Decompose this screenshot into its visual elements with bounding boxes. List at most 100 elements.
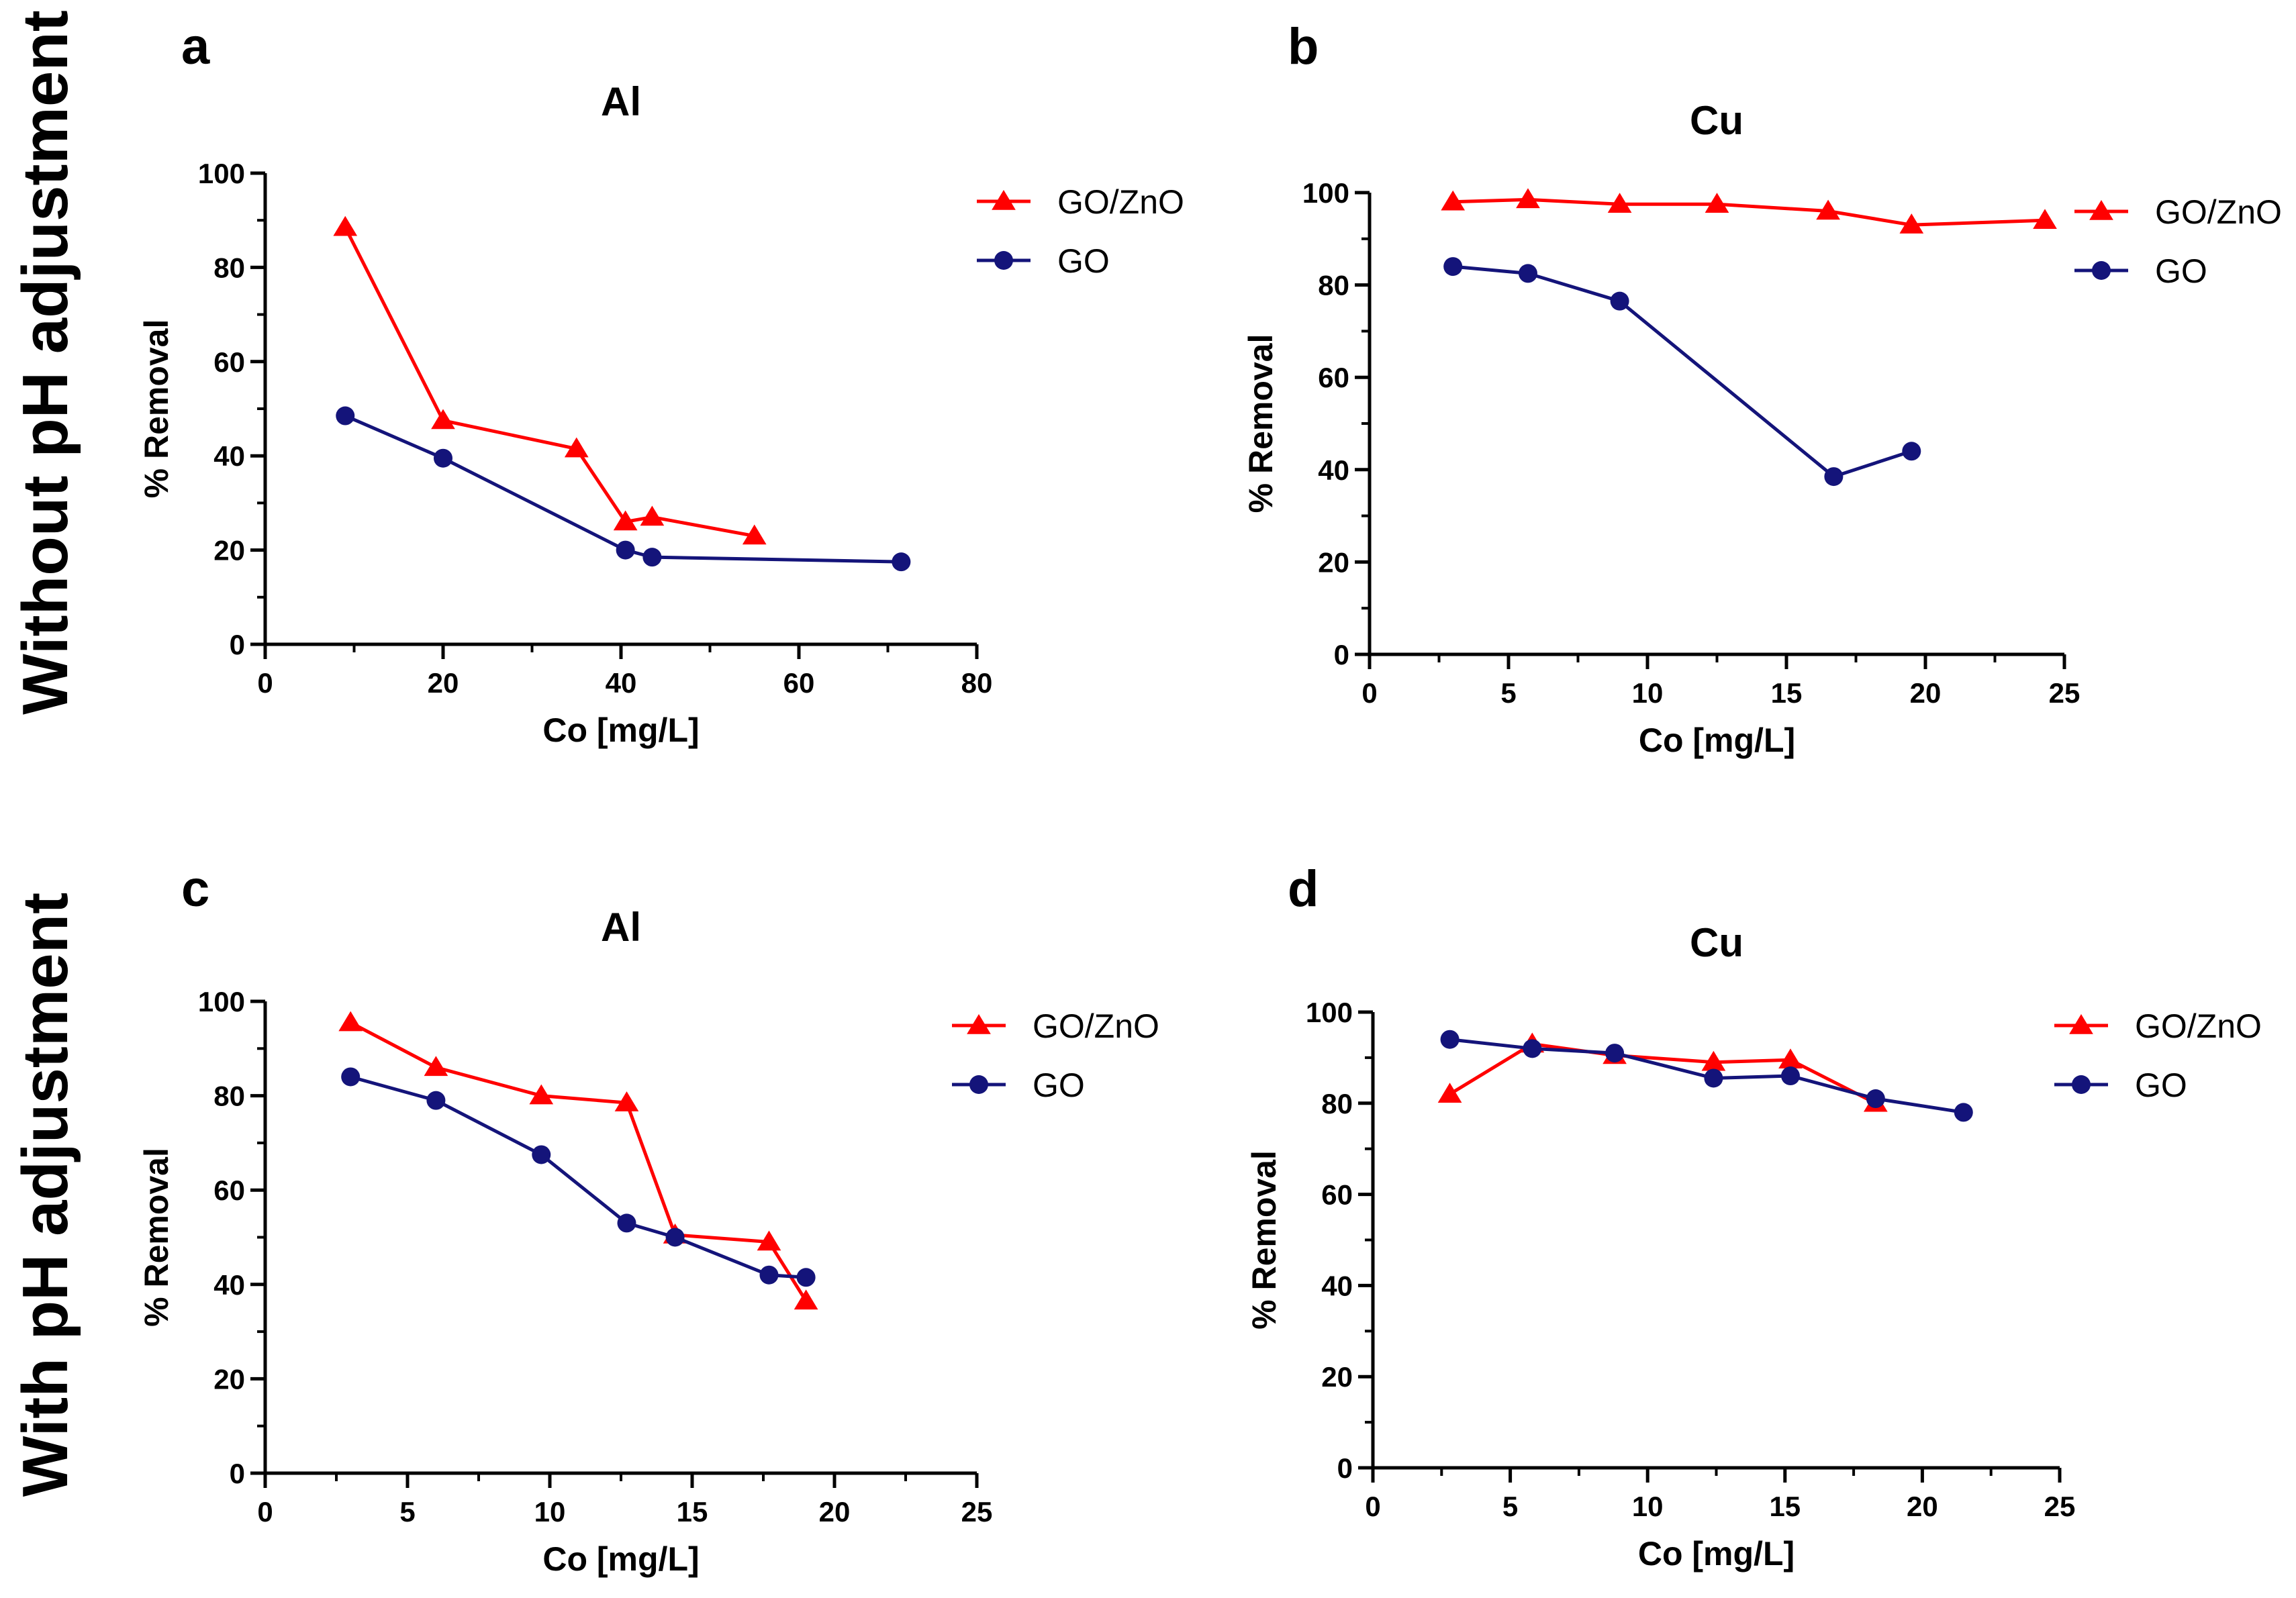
data-point bbox=[1778, 1048, 1803, 1069]
chart-title: Cu bbox=[1690, 920, 1743, 965]
data-point bbox=[640, 505, 665, 526]
legend-marker bbox=[2069, 1014, 2093, 1034]
y-tick-label: 40 bbox=[213, 440, 245, 472]
data-point bbox=[1899, 213, 1924, 234]
legend-marker bbox=[2089, 200, 2113, 220]
y-tick-label: 100 bbox=[1302, 177, 1349, 209]
data-point bbox=[665, 1228, 685, 1247]
x-tick-label: 20 bbox=[428, 667, 459, 699]
series-line bbox=[1453, 197, 2046, 227]
x-tick-label: 25 bbox=[2044, 1491, 2076, 1522]
legend: GO/ZnO GO bbox=[952, 1007, 1159, 1104]
series-go bbox=[336, 406, 911, 572]
x-tick-label: 0 bbox=[1361, 677, 1377, 709]
y-tick-label: 60 bbox=[1318, 362, 1349, 393]
legend-marker bbox=[967, 1014, 991, 1034]
y-tick-label: 80 bbox=[213, 252, 245, 283]
x-axis-label: Co [mg/L] bbox=[1639, 721, 1795, 759]
chart-title: Al bbox=[601, 79, 641, 124]
data-point bbox=[1437, 1083, 1462, 1103]
data-point bbox=[1610, 291, 1629, 311]
x-tick-label: 5 bbox=[399, 1496, 415, 1528]
y-tick-label: 20 bbox=[1321, 1361, 1353, 1393]
x-axis-label: Co [mg/L] bbox=[1638, 1535, 1795, 1572]
x-tick-label: 0 bbox=[1365, 1491, 1380, 1522]
data-point bbox=[1705, 193, 1729, 213]
y-tick-label: 80 bbox=[1321, 1088, 1353, 1119]
y-tick-label: 20 bbox=[1318, 546, 1349, 578]
x-tick-label: 10 bbox=[1632, 1491, 1664, 1522]
x-tick-label: 40 bbox=[606, 667, 637, 699]
chart-title: Al bbox=[601, 905, 641, 950]
y-tick-label: 80 bbox=[213, 1081, 245, 1112]
data-point bbox=[426, 1091, 446, 1110]
data-point bbox=[1605, 1044, 1625, 1063]
data-point bbox=[757, 1230, 781, 1251]
data-point bbox=[1816, 199, 1840, 220]
x-tick-label: 20 bbox=[1910, 677, 1942, 709]
series-go bbox=[1443, 257, 1921, 487]
panel-letter: a bbox=[181, 18, 210, 75]
data-point bbox=[796, 1268, 816, 1287]
data-point bbox=[431, 409, 455, 430]
y-axis-label: % Removal bbox=[1242, 334, 1280, 513]
data-point bbox=[642, 548, 662, 567]
data-point bbox=[333, 215, 358, 236]
y-tick-label: 0 bbox=[230, 1458, 245, 1489]
data-point bbox=[616, 540, 635, 560]
series-line bbox=[1452, 264, 1913, 479]
data-point bbox=[434, 448, 452, 468]
y-tick-label: 40 bbox=[213, 1269, 245, 1301]
y-tick-label: 60 bbox=[1321, 1179, 1353, 1211]
x-axis-label: Co [mg/L] bbox=[542, 711, 699, 749]
panel-letter: d bbox=[1288, 860, 1319, 917]
legend-label: GO bbox=[1057, 242, 1110, 280]
series-go-zno bbox=[1441, 188, 2057, 234]
panel-b: b Cu 0 20 40 60 80 100 0 5 10 15 20 25 Co [mg/L] % Remo… bbox=[1242, 18, 2282, 759]
data-point bbox=[336, 406, 355, 426]
panel-c: c Al 0 20 40 60 80 100 0 5 10 15 20 25 Co [mg/L] % Remo… bbox=[138, 860, 1159, 1578]
x-tick-label: 20 bbox=[819, 1496, 851, 1528]
data-point bbox=[1704, 1068, 1723, 1088]
legend-marker bbox=[992, 190, 1016, 210]
data-point bbox=[1954, 1103, 1973, 1122]
x-tick-label: 5 bbox=[1502, 1491, 1518, 1522]
panel-a: a Al 0 20 40 60 80 100 0 20 40 60 80 Co [mg/L] % Remov… bbox=[138, 18, 1184, 749]
y-tick-label: 40 bbox=[1321, 1270, 1353, 1301]
y-tick-label: 20 bbox=[213, 535, 245, 566]
data-point bbox=[532, 1145, 551, 1164]
row-label-bottom: With pH adjustment bbox=[9, 893, 81, 1497]
series-line bbox=[350, 1021, 808, 1302]
data-point bbox=[1902, 442, 1921, 461]
series-go-zno bbox=[333, 215, 767, 545]
panel-letter: b bbox=[1288, 18, 1319, 75]
y-tick-label: 100 bbox=[198, 158, 245, 189]
series-go bbox=[1440, 1030, 1973, 1122]
data-point bbox=[1701, 1050, 1726, 1071]
legend-label: GO/ZnO bbox=[1057, 183, 1184, 221]
data-point bbox=[424, 1056, 448, 1077]
series-line bbox=[344, 414, 902, 564]
x-tick-label: 20 bbox=[1907, 1491, 1938, 1522]
legend-marker bbox=[2092, 261, 2111, 280]
data-point bbox=[1443, 257, 1463, 277]
y-tick-label: 0 bbox=[1334, 639, 1349, 670]
data-point bbox=[617, 1213, 636, 1233]
y-tick-label: 60 bbox=[213, 346, 245, 378]
data-point bbox=[759, 1265, 779, 1285]
x-tick-label: 0 bbox=[257, 1496, 273, 1528]
x-tick-label: 15 bbox=[677, 1496, 708, 1528]
chart-title: Cu bbox=[1690, 98, 1743, 143]
legend-marker bbox=[969, 1075, 988, 1094]
data-point bbox=[1523, 1039, 1542, 1058]
y-tick-label: 60 bbox=[213, 1175, 245, 1206]
data-point bbox=[613, 510, 638, 531]
row-label-top: Without pH adjustment bbox=[9, 10, 81, 715]
y-axis-label: % Removal bbox=[1245, 1150, 1283, 1330]
legend: GO/ZnO GO bbox=[2074, 193, 2282, 290]
y-axis-label: % Removal bbox=[138, 319, 175, 499]
x-tick-label: 15 bbox=[1769, 1491, 1801, 1522]
x-tick-label: 5 bbox=[1500, 677, 1516, 709]
data-point bbox=[742, 524, 767, 545]
legend-marker bbox=[994, 251, 1013, 270]
